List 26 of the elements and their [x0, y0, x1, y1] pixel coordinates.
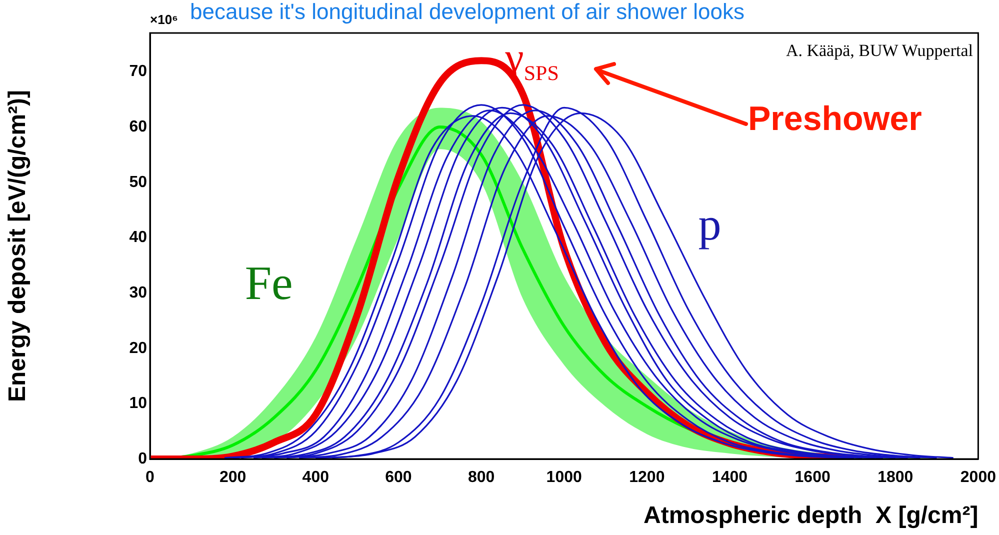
series-label: Fe — [244, 257, 293, 310]
x-tick-label: 1600 — [794, 469, 830, 486]
x-tick-label: 1400 — [712, 469, 748, 486]
y-tick-label: 30 — [129, 284, 148, 302]
x-tick-label: 1000 — [546, 469, 582, 486]
y-tick-label: 50 — [129, 174, 148, 191]
x-tick-label: 800 — [468, 469, 495, 486]
x-axis-title: Atmospheric depth X [g/cm²] — [644, 502, 978, 530]
y-tick-label: 10 — [129, 395, 148, 412]
y-tick-label: 70 — [129, 63, 148, 80]
y-tick-label: 20 — [129, 340, 148, 357]
y-axis-title: Energy deposit [eV/(g/cm²)] — [4, 90, 32, 402]
y-tick-label: 40 — [129, 229, 148, 246]
x-tick-label: 1800 — [878, 469, 914, 486]
text: p — [698, 198, 722, 250]
text: ×10⁶ — [150, 12, 178, 28]
x-tick-label: 1200 — [629, 469, 665, 486]
x-tick-label: 600 — [385, 469, 412, 486]
x-tick-label: 400 — [302, 469, 330, 486]
y-tick-label: 60 — [129, 118, 148, 136]
annotation: A. Kääpä, BUW Wuppertal — [786, 41, 973, 61]
x-tick-label: 2000 — [960, 469, 996, 486]
annotation: Preshower — [748, 100, 922, 138]
x-tick-label: 200 — [219, 469, 246, 486]
text: because it's longitudinal development of air shower looks — [190, 0, 745, 24]
y-tick-label: 0 — [138, 450, 148, 468]
